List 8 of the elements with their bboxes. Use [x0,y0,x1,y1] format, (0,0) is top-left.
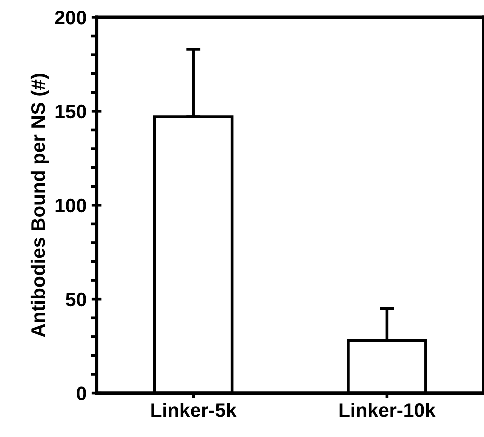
y-axis-title: Antibodies Bound per NS (#) [30,74,50,338]
y-tick-label: 100 [56,198,86,213]
x-tick-label: Linker-5k [152,403,237,418]
y-tick-label: 50 [66,292,86,307]
x-tick-label: Linker-10k [340,403,436,418]
y-tick-label: 0 [77,386,86,401]
y-tick-label: 150 [56,104,86,119]
y-tick-label: 200 [55,10,86,25]
